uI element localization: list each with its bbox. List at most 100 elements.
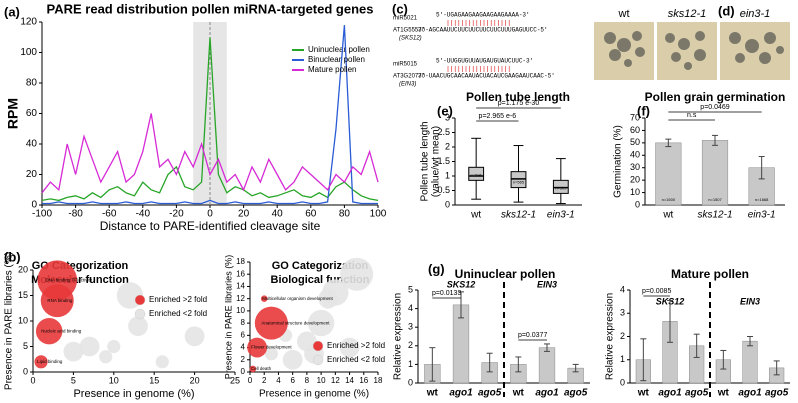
x-tick-label: ago5 bbox=[564, 388, 588, 399]
y-tick-label: 0.5 bbox=[437, 185, 450, 195]
y-tick-label: 5 bbox=[408, 284, 413, 294]
y-tick-label: 80 bbox=[26, 78, 38, 89]
y-tick-label: 2 bbox=[620, 331, 625, 341]
annotation: p=0.0377 bbox=[518, 332, 547, 339]
y-tick-label: 10 bbox=[18, 315, 28, 325]
panel-label: (g) bbox=[428, 261, 445, 276]
bubble bbox=[264, 347, 278, 361]
x-tick-label: sks12-1 bbox=[697, 210, 732, 221]
x-tick-label: -100 bbox=[32, 209, 52, 220]
y-tick-label: 40 bbox=[630, 150, 640, 160]
n-label: n=565 bbox=[513, 180, 525, 185]
gene-name: (EIN3) bbox=[399, 82, 416, 88]
bubble bbox=[63, 341, 84, 362]
y-tick-label: 1 bbox=[408, 359, 413, 369]
bar bbox=[701, 140, 729, 206]
y-tick-label: 1 bbox=[620, 354, 625, 364]
x-tick-label: ago5 bbox=[765, 388, 789, 399]
x-tick-label: ago1 bbox=[449, 388, 473, 399]
bubble bbox=[249, 365, 257, 373]
x-tick-label: wt bbox=[470, 210, 481, 221]
x-tick-label: -80 bbox=[68, 209, 83, 220]
x-tick-label: 80 bbox=[339, 209, 351, 220]
x-tick-label: ago1 bbox=[658, 388, 682, 399]
x-tick-label: 4 bbox=[276, 376, 281, 385]
bubble bbox=[282, 349, 303, 370]
legend-swatch bbox=[312, 340, 324, 352]
x-tick-label: 25 bbox=[230, 375, 240, 385]
box bbox=[468, 166, 485, 181]
annotation: p=0.0133 bbox=[432, 290, 461, 297]
x-tick-label: 16 bbox=[359, 376, 368, 385]
x-tick-label: -20 bbox=[169, 209, 184, 220]
x-tick-label: 0 bbox=[248, 376, 253, 385]
y-tick-label: 4 bbox=[241, 343, 246, 352]
photo-label: ein3-1 bbox=[740, 8, 771, 20]
x-tick-label: 18 bbox=[374, 376, 383, 385]
x-tick-label: 60 bbox=[305, 209, 317, 220]
legend-label: Binuclear pollen bbox=[308, 55, 365, 64]
y-axis-label: RPM bbox=[5, 98, 21, 129]
bubble bbox=[34, 355, 48, 369]
y-axis-label: Presence in PARE libraries (%) bbox=[223, 255, 233, 379]
panel-label: (c) bbox=[392, 1, 408, 16]
y-axis-label: Germination (%) bbox=[613, 125, 624, 198]
bubble bbox=[260, 295, 268, 302]
y-tick-label: 4 bbox=[408, 303, 413, 313]
data-line bbox=[42, 25, 378, 205]
x-tick-label: 10 bbox=[109, 375, 119, 385]
x-tick-label: 10 bbox=[317, 376, 326, 385]
mirna-name: miR5021 bbox=[393, 16, 418, 22]
x-tick-label: 0 bbox=[207, 209, 213, 220]
y-tick-label: 3 bbox=[445, 112, 450, 122]
x-tick-label: 2 bbox=[262, 376, 267, 385]
y-tick-label: 0 bbox=[31, 200, 37, 211]
x-tick-label: 40 bbox=[272, 209, 284, 220]
x-tick-label: sks12-1 bbox=[501, 210, 536, 221]
y-axis-label: Pollen tube length bbox=[420, 121, 431, 201]
y-tick-label: 50 bbox=[630, 137, 640, 147]
bubble bbox=[155, 355, 169, 369]
legend-label: Enriched >2 fold bbox=[327, 341, 385, 350]
y-tick-label: 0 bbox=[620, 377, 625, 387]
panel-label: (e) bbox=[437, 103, 453, 118]
n-label: n=1668 bbox=[755, 197, 769, 202]
x-tick-label: -60 bbox=[102, 209, 117, 220]
x-tick-label: wt bbox=[426, 388, 439, 399]
bubble bbox=[254, 306, 288, 340]
bubble-label: RNA binding bbox=[47, 298, 73, 303]
bubble bbox=[128, 316, 148, 336]
photo-label: wt bbox=[618, 8, 630, 20]
y-tick-label: 3 bbox=[620, 308, 625, 318]
x-tick-label: 5 bbox=[71, 375, 76, 385]
annotation: p=2.965 e-6 bbox=[479, 113, 517, 120]
y-tick-label: 12 bbox=[236, 294, 245, 303]
y-tick-label: 3 bbox=[408, 322, 413, 332]
chart-title: Pollen tube length bbox=[466, 90, 570, 104]
y-tick-label: 10 bbox=[630, 187, 640, 197]
chart-title: Uninuclear pollen bbox=[455, 267, 556, 281]
x-tick-label: ein3-1 bbox=[547, 210, 575, 221]
bar bbox=[538, 347, 556, 384]
legend-label: Enriched <2 fold bbox=[149, 309, 207, 318]
bubble bbox=[340, 257, 374, 291]
bubble bbox=[318, 288, 339, 309]
y-tick-label: 1.5 bbox=[437, 156, 450, 166]
y-tick-label: 2.5 bbox=[437, 127, 450, 137]
legend-label: Enriched >2 fold bbox=[149, 295, 207, 304]
y-tick-label: 40 bbox=[26, 139, 38, 150]
bubble-label: Multicellular organism development bbox=[262, 296, 333, 301]
y-tick-label: 20 bbox=[26, 169, 38, 180]
x-tick-label: wt bbox=[662, 210, 673, 221]
bubble-label: Cell death bbox=[251, 366, 272, 371]
bubble bbox=[107, 339, 121, 354]
x-tick-label: 15 bbox=[149, 375, 159, 385]
bubble bbox=[79, 336, 100, 357]
y-tick-label: 1 bbox=[445, 170, 450, 180]
y-tick-label: 70 bbox=[630, 112, 640, 122]
bubble bbox=[247, 337, 268, 358]
panel-label: (d) bbox=[718, 3, 735, 18]
chart-title: Pollen grain germination bbox=[645, 90, 786, 104]
annotation: n.s bbox=[687, 112, 697, 119]
